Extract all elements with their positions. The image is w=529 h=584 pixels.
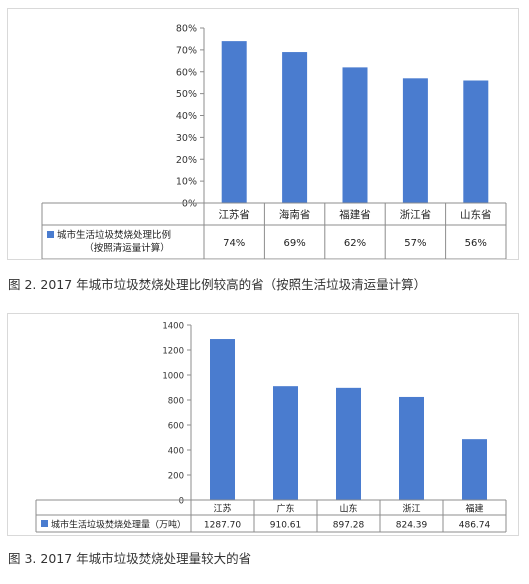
data-table-value: 74% — [223, 238, 245, 249]
x-category-label: 江苏 — [213, 503, 231, 515]
y-tick-label: 1400 — [162, 322, 184, 332]
bar-1 — [221, 41, 247, 203]
y-tick-label: 80% — [176, 24, 197, 35]
data-table-value: 1287.70 — [204, 521, 241, 531]
y-tick-label: 60% — [176, 67, 197, 78]
bar-5 — [463, 80, 489, 203]
x-category-label: 浙江省 — [400, 208, 432, 221]
x-category-label: 江苏省 — [218, 208, 250, 221]
y-tick-label: 400 — [168, 447, 184, 457]
y-tick-label: 0 — [179, 497, 184, 507]
chart-1-frame: 0% 10% 20% 30% 40% 50% 60% 70% 80% 江苏省 74% 海南省 69% 福建… — [7, 8, 519, 260]
data-table-value: 824.39 — [396, 521, 428, 531]
bar-1 — [210, 339, 235, 500]
legend-label: （按照清运量计算） — [84, 242, 170, 254]
data-table-value: 56% — [465, 238, 487, 249]
figure-3-caption: 图 3. 2017 年城市垃圾焚烧处理量较大的省 — [8, 551, 252, 566]
y-tick-label: 10% — [176, 177, 197, 188]
x-category-label: 福建省 — [339, 208, 371, 221]
data-table-value: 910.61 — [270, 521, 302, 531]
data-table-value: 62% — [344, 238, 366, 249]
bar-2 — [282, 52, 308, 203]
y-tick-label: 30% — [176, 133, 197, 144]
data-table-value: 486.74 — [459, 521, 491, 531]
legend-label: 城市生活垃圾焚烧处理量（万吨） — [51, 519, 186, 531]
x-category-label: 山东 — [339, 503, 357, 515]
y-tick-label: 1200 — [162, 347, 184, 357]
data-table-value: 69% — [283, 238, 305, 249]
figure-2-caption: 图 2. 2017 年城市垃圾焚烧处理比例较高的省（按照生活垃圾清运量计算） — [8, 277, 427, 292]
y-tick-label: 200 — [168, 472, 184, 482]
x-category-label: 广东 — [276, 503, 294, 515]
bar-2 — [273, 386, 298, 500]
legend-label: 城市生活垃圾焚烧处理比例 — [57, 229, 171, 241]
bar-3 — [342, 67, 368, 203]
data-table-value: 57% — [404, 238, 426, 249]
chart-1-svg: 0% 10% 20% 30% 40% 50% 60% 70% 80% 江苏省 74% 海南省 69% 福建… — [41, 24, 507, 260]
x-category-label: 山东省 — [460, 208, 492, 221]
x-category-label: 浙江 — [402, 503, 420, 515]
y-tick-label: 600 — [168, 422, 184, 432]
chart-2-frame: 0 200 400 600 800 1000 1200 1400 江苏 1287.70 广东 910.… — [7, 313, 519, 536]
data-table-value: 897.28 — [333, 521, 365, 531]
y-tick-label: 20% — [176, 155, 197, 166]
bar-4 — [399, 396, 424, 500]
bar-5 — [462, 439, 487, 500]
bar-3 — [336, 387, 361, 500]
legend-key — [41, 520, 48, 527]
bar-4 — [402, 78, 428, 203]
x-category-label: 福建 — [465, 503, 483, 515]
y-tick-label: 1000 — [162, 372, 184, 382]
y-tick-label: 800 — [168, 397, 184, 407]
x-category-label: 海南省 — [279, 208, 311, 221]
y-tick-label: 50% — [176, 89, 197, 100]
legend-key — [47, 231, 54, 238]
y-tick-label: 70% — [176, 45, 197, 56]
y-tick-label: 0% — [182, 199, 197, 210]
chart-2-svg: 0 200 400 600 800 1000 1200 1400 江苏 1287.70 广东 910.… — [35, 322, 507, 533]
y-tick-label: 40% — [176, 111, 197, 122]
